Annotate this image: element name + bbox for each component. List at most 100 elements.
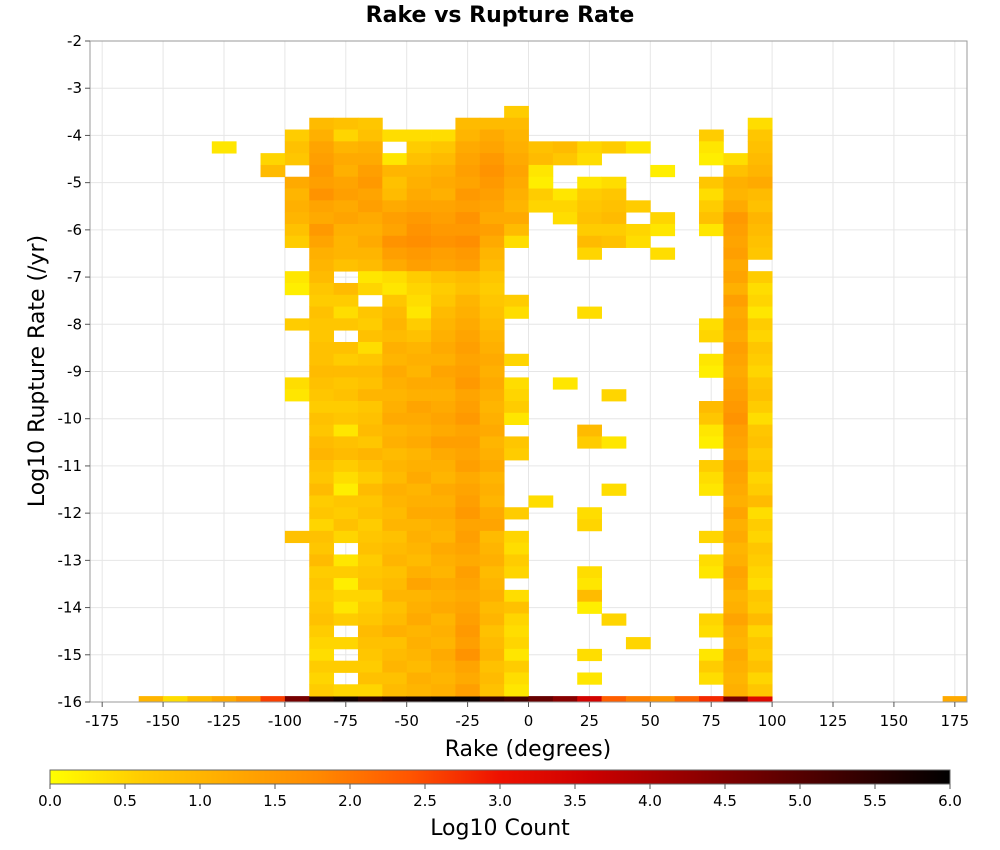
heatmap-cell [699, 625, 724, 638]
heatmap-cell [747, 412, 773, 426]
heatmap-cell [479, 353, 505, 366]
heatmap-cell [333, 117, 359, 130]
heatmap-cell [431, 164, 456, 178]
heatmap-cell [455, 542, 481, 555]
heatmap-cell [431, 294, 456, 307]
heatmap-cell [382, 188, 408, 201]
heatmap-cell [455, 318, 481, 331]
heatmap-cell [479, 519, 505, 532]
heatmap-cell [504, 401, 529, 414]
heatmap-cell [333, 141, 359, 154]
heatmap-cell [431, 153, 456, 166]
heatmap-cell [382, 530, 408, 544]
heatmap-cell [455, 164, 481, 178]
heatmap-cell [406, 436, 432, 449]
heatmap-cell [625, 696, 651, 703]
heatmap-cell [577, 200, 602, 213]
heatmap-cell [309, 672, 335, 685]
heatmap-cell [504, 412, 529, 426]
heatmap-cell [455, 176, 481, 189]
heatmap-cell [723, 377, 749, 390]
heatmap-cell [333, 341, 359, 355]
heatmap-cell [747, 318, 773, 331]
heatmap-cell [455, 554, 481, 567]
heatmap-cell [333, 259, 359, 272]
heatmap-cell [333, 448, 359, 461]
heatmap-cell [504, 660, 529, 673]
heatmap-cell [528, 696, 554, 703]
heatmap-cell [504, 129, 529, 142]
heatmap-cell [723, 223, 749, 237]
heatmap-cell [357, 341, 383, 355]
heatmap-cell [431, 554, 456, 567]
heatmap-cell [577, 507, 602, 520]
heatmap-cell [333, 507, 359, 520]
heatmap-cell [406, 306, 432, 319]
x-axis-ticks: -175 -150 -125 -100 -75 -50 -25 0 25 50 75 100 125 15… [85, 702, 969, 730]
heatmap-cell [528, 495, 554, 508]
heatmap-cell [479, 684, 505, 697]
heatmap-cell [431, 353, 456, 366]
heatmap-cell [309, 141, 335, 154]
heatmap-cell [382, 389, 408, 402]
heatmap-cell [699, 471, 724, 485]
heatmap-cell [309, 200, 335, 213]
heatmap-cell [406, 294, 432, 307]
heatmap-cell [504, 601, 529, 614]
heatmap-cell [333, 530, 359, 544]
colorbar-tick-label: 3.5 [563, 792, 587, 810]
heatmap-cell [333, 176, 359, 189]
heatmap-cell [284, 223, 310, 237]
heatmap-cell [577, 696, 602, 703]
heatmap-cell [504, 200, 529, 213]
heatmap-cell [431, 212, 456, 225]
heatmap-cell [357, 377, 383, 390]
heatmap-cell [382, 129, 408, 142]
heatmap-cell [357, 223, 383, 237]
heatmap-cell [577, 601, 602, 614]
x-tick-label: -50 [394, 712, 419, 730]
heatmap-cell [552, 188, 578, 201]
heatmap-cell [309, 306, 335, 319]
heatmap-cell [479, 554, 505, 567]
heatmap-cell [138, 696, 164, 703]
heatmap-cell [723, 365, 749, 378]
heatmap-cell [699, 153, 724, 166]
heatmap-cell [747, 212, 773, 225]
heatmap-cell [504, 389, 529, 402]
heatmap-cell [284, 530, 310, 544]
heatmap-cell [163, 696, 188, 703]
heatmap-cell [382, 235, 408, 248]
heatmap-cell [455, 200, 481, 213]
heatmap-cell [747, 519, 773, 532]
heatmap-cell [382, 601, 408, 614]
heatmap-cell [309, 660, 335, 673]
heatmap-cell [333, 365, 359, 378]
heatmap-cell [699, 613, 724, 626]
heatmap-cell [747, 424, 773, 437]
heatmap-cell [309, 153, 335, 166]
heatmap-cell [406, 483, 432, 496]
heatmap-cell [406, 259, 432, 272]
heatmap-cell [699, 660, 724, 673]
heatmap-cell [747, 188, 773, 201]
heatmap-cell [236, 696, 261, 703]
heatmap-cell [406, 153, 432, 166]
heatmap-cell [747, 637, 773, 650]
heatmap-cell [479, 566, 505, 579]
heatmap-cell [577, 306, 602, 319]
heatmap-cell [406, 578, 432, 591]
heatmap-cell [309, 554, 335, 567]
heatmap-cell [747, 164, 773, 178]
heatmap-cell [211, 141, 237, 154]
heatmap-cell [431, 495, 456, 508]
heatmap-cell [674, 696, 700, 703]
y-tick-label: -7 [67, 268, 82, 286]
heatmap-cell [357, 613, 383, 626]
y-axis-ticks: -2 -3 -4 -5 -6 -7 -8 -9 -10 -11 -12 -13 -14 -15 -16 [58, 32, 90, 711]
heatmap-cell [577, 578, 602, 591]
heatmap-cell [382, 566, 408, 579]
heatmap-cell [552, 141, 578, 154]
heatmap-cell [504, 625, 529, 638]
heatmap-cell [309, 341, 335, 355]
